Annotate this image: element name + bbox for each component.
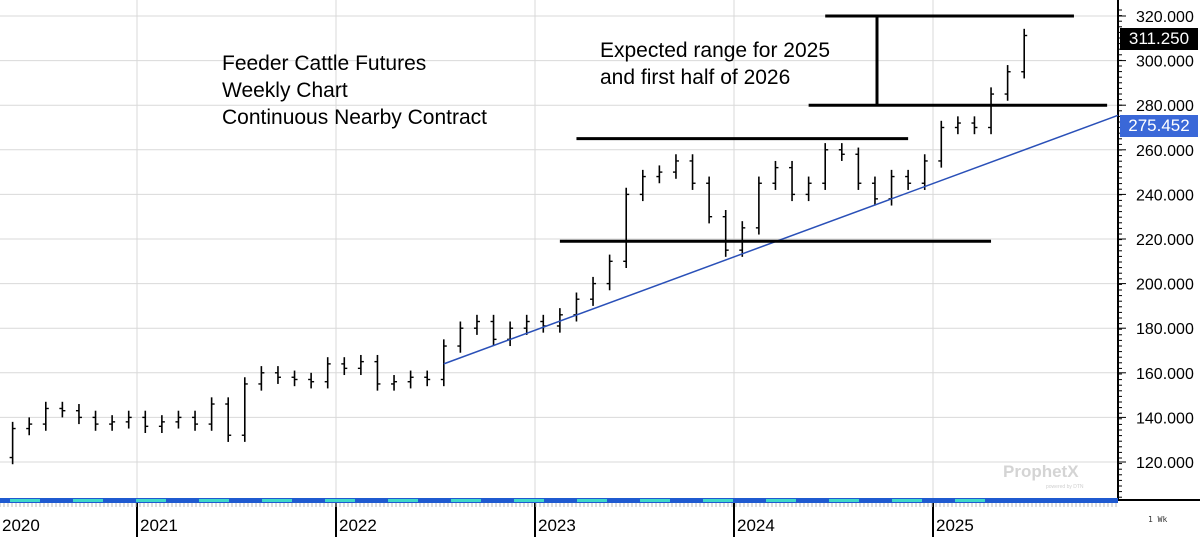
timeline-segment [73,499,103,502]
timeline-segment [766,499,796,502]
x-tick-label: 2025 [936,516,974,535]
chart-title: Feeder Cattle Futures Weekly Chart Conti… [222,50,487,131]
x-tick-label: 2024 [737,516,775,535]
y-tick-label: 320.000 [1136,9,1194,26]
y-tick-label: 180.000 [1136,321,1194,338]
last-price-label: 311.250 [1120,28,1198,50]
timeline-segment [955,499,985,502]
timeline-segment [514,499,544,502]
x-tick-label: 2020 [2,516,40,535]
y-tick-label: 240.000 [1136,187,1194,204]
timeline-segment [703,499,733,502]
timeline-segment [10,499,40,502]
interval-label[interactable]: 1 Wk [1148,515,1168,524]
y-tick-label: 300.000 [1136,54,1194,71]
timeline-segment [577,499,607,502]
x-tick-label: 2021 [140,516,178,535]
prophetx-logo-sub: powered by DTN [1046,484,1084,490]
timeline-strip [0,498,1118,503]
title-line-3: Continuous Nearby Contract [222,106,487,129]
y-tick-label: 280.000 [1136,98,1194,115]
timeline-segment [451,499,481,502]
title-line-2: Weekly Chart [222,79,348,102]
range-note-line-2: and first half of 2026 [600,66,791,89]
timeline-segment [640,499,670,502]
timeline-segment [262,499,292,502]
y-tick-label: 220.000 [1136,232,1194,249]
title-line-1: Feeder Cattle Futures [222,52,427,75]
x-tick-label: 2022 [339,516,377,535]
trendline-price-label: 275.452 [1120,115,1198,137]
timeline-segment [325,499,355,502]
range-note: Expected range for 2025 and first half o… [600,37,830,91]
range-note-line-1: Expected range for 2025 [600,39,830,62]
y-tick-label: 120.000 [1136,455,1194,472]
x-tick-label: 2023 [538,516,576,535]
timeline-segment [388,499,418,502]
y-tick-label: 200.000 [1136,277,1194,294]
timeline-segment [136,499,166,502]
y-tick-label: 260.000 [1136,143,1194,160]
timeline-segment [892,499,922,502]
y-tick-label: 140.000 [1136,410,1194,427]
timeline-segment [829,499,859,502]
prophetx-logo: ProphetX [1003,462,1079,481]
trendline [443,114,1119,365]
y-tick-label: 160.000 [1136,366,1194,383]
timeline-segment [199,499,229,502]
